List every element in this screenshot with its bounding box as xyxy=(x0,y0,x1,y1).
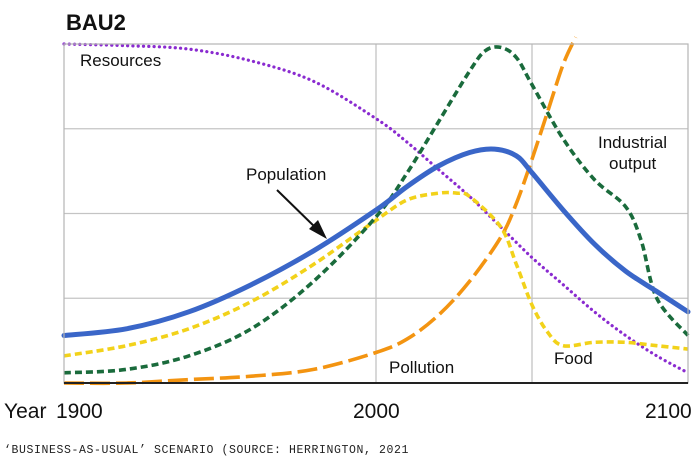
series-group xyxy=(61,36,691,386)
resources-label: Resources xyxy=(80,51,161,70)
x-tick-label-1900: 1900 xyxy=(56,400,103,423)
series-line-pollution xyxy=(63,36,578,386)
x-axis-label: Year xyxy=(4,400,46,423)
industrial-output-label-line1: Industrial xyxy=(598,133,667,152)
x-tick-label-2100: 2100 xyxy=(645,400,692,423)
series-line-resources xyxy=(62,42,690,375)
figure-caption: ‘BUSINESS-AS-USUAL’ SCENARIO (SOURCE: HE… xyxy=(4,444,410,457)
industrial-output-label-line2: output xyxy=(609,154,657,173)
grid xyxy=(64,44,688,383)
x-tick-label-2000: 2000 xyxy=(353,400,400,423)
pollution-label: Pollution xyxy=(389,358,454,377)
series-line-food xyxy=(63,190,689,358)
food-label: Food xyxy=(554,349,593,368)
population-arrow xyxy=(276,189,327,239)
chart-title: BAU2 xyxy=(66,10,126,35)
population-label: Population xyxy=(246,165,326,184)
series-line-industrial-output xyxy=(63,45,690,375)
series-line-population xyxy=(61,146,691,338)
